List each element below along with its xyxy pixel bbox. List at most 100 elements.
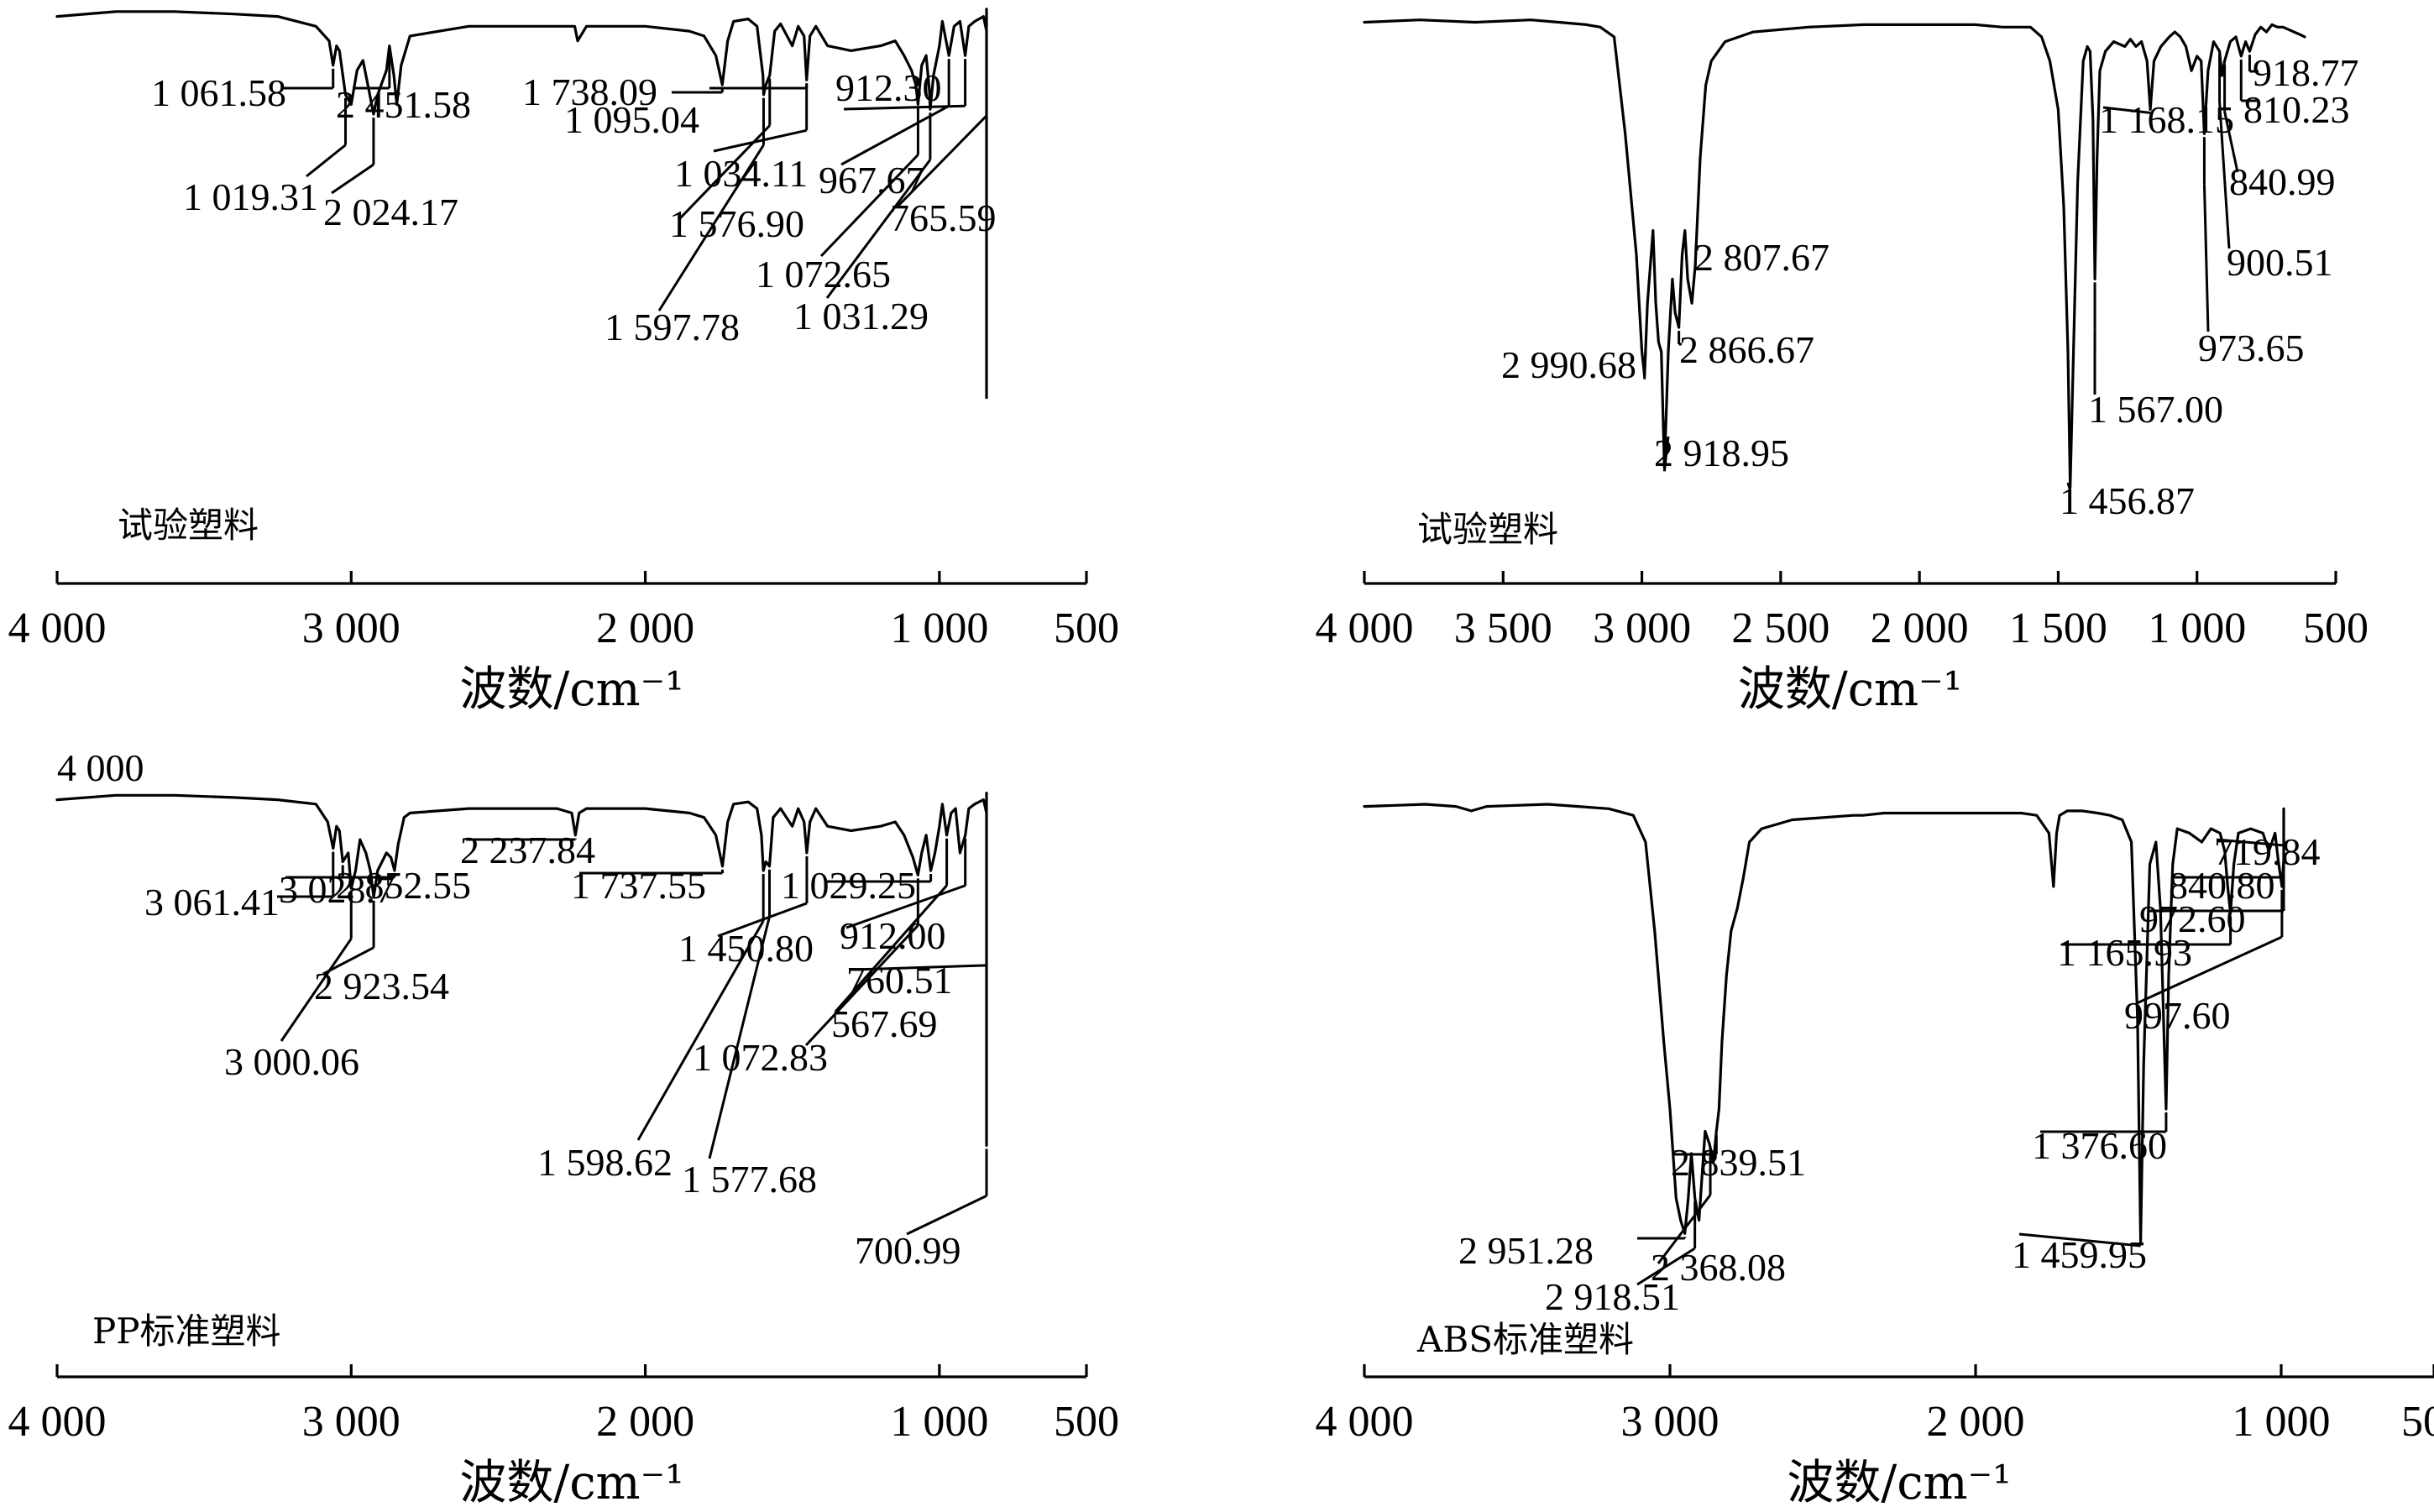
peak-leader-line bbox=[1643, 348, 1647, 379]
peak-leader-line bbox=[1636, 1247, 1696, 1286]
peak-leader-line bbox=[2216, 838, 2285, 847]
spectrum-trace bbox=[1363, 803, 2285, 1244]
x-tick-label: 3 000 bbox=[1621, 1398, 1720, 1446]
peak-leader-line bbox=[717, 902, 808, 938]
peak-label: 1 061.58 bbox=[151, 71, 286, 114]
peak-label: 2 866.67 bbox=[1679, 328, 1814, 371]
peak-label: 840.99 bbox=[2229, 160, 2336, 203]
peak-leader-line bbox=[897, 114, 988, 207]
spectrum-trace bbox=[55, 792, 988, 1147]
peak-label: 900.51 bbox=[2227, 241, 2333, 284]
peak-label: 2 918.95 bbox=[1654, 432, 1789, 474]
peak-leader-line bbox=[657, 144, 765, 311]
peak-leader-line bbox=[2223, 111, 2239, 173]
peak-label: 1 029.25 bbox=[781, 864, 916, 907]
peak-label: 1 376.60 bbox=[2032, 1124, 2167, 1167]
x-tick-label: 4 000 bbox=[1316, 604, 1414, 652]
peak-leader-line bbox=[2136, 935, 2283, 1005]
peak-leader-line bbox=[2202, 184, 2210, 332]
peak-leader-line bbox=[804, 924, 919, 1047]
peak-label: 2 451.58 bbox=[336, 83, 471, 126]
peak-leader-line bbox=[906, 1195, 987, 1236]
peak-leader-line bbox=[280, 938, 353, 1042]
peak-label: 1 577.68 bbox=[682, 1158, 817, 1201]
peak-leader-line bbox=[306, 144, 347, 178]
peak-leader-line bbox=[2066, 482, 2072, 491]
sample-name-label: 试验塑料 bbox=[1417, 509, 1558, 550]
x-tick-label: 500 bbox=[2401, 1398, 2434, 1446]
peak-label: 1 019.31 bbox=[183, 175, 318, 218]
x-tick-label: 1 500 bbox=[2009, 604, 2107, 652]
x-tick-label: 1 000 bbox=[2232, 1398, 2331, 1446]
peak-label: 3 028.7 bbox=[279, 868, 395, 911]
x-axis-title: 波数/cm⁻¹ bbox=[459, 1456, 683, 1510]
peak-label: 2 237.84 bbox=[460, 829, 595, 871]
peak-label: 840.80 bbox=[2169, 864, 2275, 907]
peak-leader-line bbox=[1662, 436, 1670, 472]
peak-leader-line bbox=[713, 128, 808, 153]
corner-label: 4 000 bbox=[57, 746, 144, 789]
peak-label: 1 459.95 bbox=[2012, 1233, 2147, 1276]
peak-leader-line bbox=[2018, 1232, 2141, 1248]
peak-leader-line bbox=[708, 916, 771, 1159]
peak-label: 2 918.51 bbox=[1545, 1275, 1680, 1318]
x-tick-label: 2 000 bbox=[596, 604, 694, 652]
x-axis-title: 波数/cm⁻¹ bbox=[1787, 1456, 2011, 1510]
x-tick-label: 1 000 bbox=[890, 1398, 988, 1446]
peak-label: 3 061.41 bbox=[144, 881, 280, 923]
peak-label: 810.23 bbox=[2243, 88, 2350, 131]
peak-label: 1 576.90 bbox=[669, 202, 804, 245]
x-tick-label: 2 000 bbox=[1871, 604, 1969, 652]
peak-label: 3 000.06 bbox=[224, 1040, 359, 1083]
spectrum-panel-pp-standard: 4 000 3 000 2 000 1 000 500 波数/cm⁻¹ PP标准塑料 4 00… bbox=[8, 746, 1120, 1510]
x-tick-label: 1 000 bbox=[2148, 604, 2246, 652]
x-tick-label: 3 000 bbox=[302, 604, 400, 652]
peak-label: 1 456.87 bbox=[2060, 479, 2195, 522]
peak-label: 1 567.00 bbox=[2088, 388, 2223, 431]
peak-label: 2 990.68 bbox=[1501, 343, 1636, 386]
x-axis-title: 波数/cm⁻¹ bbox=[1738, 662, 1962, 717]
peak-label: 973.65 bbox=[2198, 327, 2305, 369]
peak-label: 1 597.78 bbox=[605, 306, 740, 348]
peak-leader-line bbox=[322, 946, 374, 976]
peak-leader-line bbox=[845, 884, 966, 929]
peak-label: 1 034.11 bbox=[674, 152, 808, 195]
x-tick-label: 2 500 bbox=[1731, 604, 1829, 652]
peak-label: 1 738.09 bbox=[522, 71, 657, 113]
peak-label: 1 450.80 bbox=[678, 927, 814, 970]
peak-leader-line bbox=[825, 159, 932, 299]
peak-label: 2 852.55 bbox=[336, 864, 471, 907]
peak-leader-line bbox=[843, 104, 966, 111]
x-tick-label: 500 bbox=[1054, 1398, 1119, 1446]
peak-label: 1 072.83 bbox=[693, 1036, 828, 1079]
peak-label: 1 165.93 bbox=[2057, 931, 2192, 974]
x-tick-label: 1 000 bbox=[890, 604, 988, 652]
spectrum-panel-test-plastic-1: 4 000 3 000 2 000 1 000 500 波数/cm⁻¹ 试验塑料 1 061.… bbox=[8, 8, 1119, 717]
peak-label: 1 031.29 bbox=[793, 295, 929, 337]
peak-label: 2 839.51 bbox=[1671, 1141, 1806, 1184]
peak-leader-line bbox=[331, 163, 374, 195]
spectrum-trace bbox=[1363, 18, 2306, 489]
peak-label: 912.00 bbox=[840, 914, 946, 957]
peak-label: 2 368.08 bbox=[1651, 1246, 1786, 1289]
x-tick-label: 3 000 bbox=[1593, 604, 1691, 652]
peak-leader-line bbox=[2218, 102, 2231, 249]
x-tick-label: 2 000 bbox=[596, 1398, 694, 1446]
spectrum-trace bbox=[55, 8, 988, 400]
x-tick-label: 4 000 bbox=[1316, 1398, 1414, 1446]
peak-label: 912.30 bbox=[835, 66, 942, 109]
x-tick-label: 4 000 bbox=[8, 604, 107, 652]
x-tick-label: 3 500 bbox=[1454, 604, 1552, 652]
peak-label: 918.77 bbox=[2253, 51, 2359, 94]
peak-label: 700.99 bbox=[855, 1229, 961, 1272]
peak-label: 1 737.55 bbox=[571, 864, 706, 907]
x-tick-label: 2 000 bbox=[1927, 1398, 2025, 1446]
peak-label: 1 168.15 bbox=[2099, 98, 2234, 141]
peak-leader-line bbox=[1693, 244, 1698, 269]
peak-leader-line bbox=[840, 104, 950, 166]
x-axis-title: 波数/cm⁻¹ bbox=[459, 662, 683, 717]
peak-leader-line bbox=[854, 964, 987, 971]
peak-label: 719.84 bbox=[2214, 830, 2321, 873]
